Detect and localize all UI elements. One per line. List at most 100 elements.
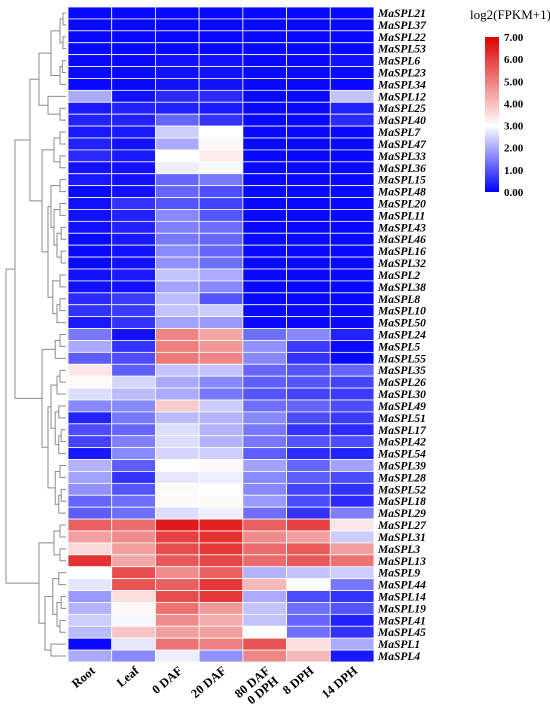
heatmap-cell	[286, 125, 331, 139]
heatmap-cell	[155, 149, 200, 163]
legend-title: log2(FPKM+1)	[470, 7, 550, 22]
heatmap-cell	[286, 351, 331, 365]
heatmap-cell	[329, 471, 375, 484]
row-label: MaSPL13	[377, 556, 426, 568]
heatmap-cell	[286, 292, 331, 306]
heatmap-cell	[242, 411, 287, 425]
heatmap-cell	[242, 209, 287, 222]
row-label: MaSPL43	[377, 222, 426, 234]
heatmap-cell	[111, 649, 156, 663]
heatmap-cell	[67, 625, 113, 639]
heatmap-cell	[242, 125, 287, 139]
heatmap-cell	[198, 351, 244, 365]
row-label: MaSPL49	[377, 401, 426, 413]
heatmap-cell	[242, 30, 287, 44]
column-label-line: 8 DPH	[280, 663, 317, 697]
heatmap-cell	[198, 316, 244, 329]
heatmap-cell	[111, 149, 156, 163]
dendrogram-branch	[38, 542, 54, 624]
heatmap-cell	[242, 113, 287, 127]
heatmap-cell	[67, 363, 113, 377]
heatmap-cell	[155, 447, 200, 460]
dendrogram-branch	[54, 339, 66, 359]
row-label: MaSPL8	[377, 294, 420, 306]
heatmap-cell	[111, 42, 156, 56]
row-label: MaSPL26	[377, 377, 426, 389]
dendrogram-branch	[60, 226, 66, 240]
heatmap-cell	[111, 209, 156, 222]
heatmap-cell	[67, 340, 113, 353]
heatmap-cell	[329, 113, 375, 127]
heatmap-cell	[286, 161, 331, 175]
heatmap-cell	[155, 173, 200, 187]
heatmap-cell	[111, 54, 156, 67]
heatmap-cell	[111, 66, 156, 79]
row-label: MaSPL38	[377, 282, 426, 294]
heatmap-cell	[242, 494, 287, 508]
heatmap-cell	[67, 101, 113, 115]
heatmap-cell	[242, 578, 287, 591]
heatmap-cell	[286, 423, 331, 437]
dendrogram-branch	[59, 179, 66, 193]
heatmap-cell	[67, 566, 113, 580]
heatmap-cell	[198, 101, 244, 115]
heatmap-cell	[198, 494, 244, 508]
heatmap-cell	[286, 6, 331, 20]
heatmap-cell	[329, 316, 375, 329]
heatmap-cell	[329, 613, 375, 627]
heatmap-cell	[67, 256, 113, 270]
heatmap-cell	[111, 280, 156, 294]
heatmap-cell	[198, 482, 244, 496]
heatmap-cell	[67, 387, 113, 401]
heatmap-cell	[111, 197, 156, 210]
heatmap-cell	[242, 375, 287, 389]
heatmap-cell	[242, 363, 287, 377]
heatmap-cell	[329, 197, 375, 210]
dendrogram-branch	[58, 572, 66, 586]
dendrogram-branch	[44, 596, 53, 651]
heatmap-cell	[67, 149, 113, 163]
heatmap-cell	[329, 161, 375, 175]
heatmap-cell	[242, 340, 287, 353]
heatmap-cell	[155, 602, 200, 615]
dendrogram-branch	[59, 155, 66, 169]
heatmap-cell	[198, 125, 244, 139]
heatmap-cell	[67, 494, 113, 508]
heatmap-cell	[67, 209, 113, 222]
heatmap-cell	[111, 602, 156, 615]
heatmap-cell	[111, 30, 156, 44]
heatmap-cell	[111, 387, 156, 401]
heatmap-cell	[242, 185, 287, 198]
heatmap-cell	[111, 506, 156, 520]
heatmap-cell	[242, 161, 287, 175]
heatmap-cell	[198, 375, 244, 389]
heatmap-cell	[286, 232, 331, 246]
heatmap-cell	[111, 173, 156, 187]
heatmap-cell	[155, 482, 200, 496]
row-label: MaSPL18	[377, 496, 426, 508]
heatmap-cell	[286, 328, 331, 341]
heatmap-cell	[198, 256, 244, 270]
dendrogram-branch	[59, 203, 66, 216]
heatmap-cell	[286, 399, 331, 413]
heatmap-cell	[111, 340, 156, 353]
row-label: MaSPL33	[377, 151, 426, 163]
heatmap-cell	[67, 137, 113, 151]
heatmap-cell	[155, 54, 200, 67]
heatmap-cell	[242, 173, 287, 187]
heatmap-cell	[198, 518, 244, 532]
heatmap-cell	[155, 244, 200, 258]
heatmap-cell	[198, 530, 244, 544]
heatmap-cell	[329, 340, 375, 353]
row-label: MaSPL50	[377, 318, 426, 330]
heatmap-cell	[67, 185, 113, 198]
column-label: Leaf	[114, 663, 142, 690]
heatmap-cell	[329, 399, 375, 413]
heatmap-cell	[286, 625, 331, 639]
heatmap-cell	[286, 316, 331, 329]
heatmap-cell	[198, 137, 244, 151]
heatmap-cell	[111, 244, 156, 258]
heatmap-cell	[286, 649, 331, 663]
row-label: MaSPL31	[377, 532, 426, 544]
